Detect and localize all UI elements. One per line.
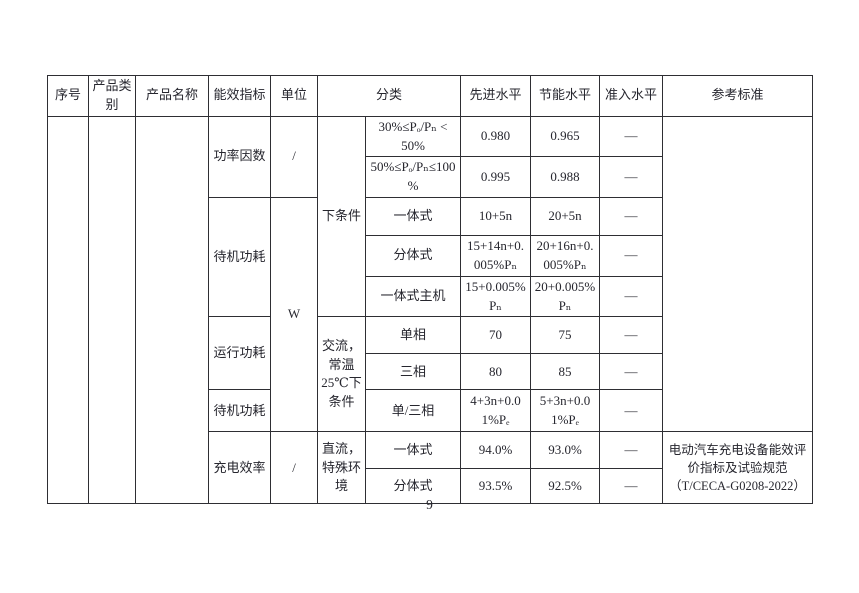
header-saving: 节能水平 [530, 75, 601, 117]
table-row: 充电效率 / 直流，特殊环境 一体式 94.0% 93.0% — 电动汽车充电设… [48, 431, 814, 505]
page-number: 9 [426, 497, 433, 512]
cell-entry: — [599, 468, 664, 505]
cell-classification: 一体式主机 [364, 275, 462, 318]
cell-advanced: 10+5n [460, 197, 532, 237]
cell-entry: — [599, 353, 664, 391]
cell-unit-slash-2: / [270, 431, 318, 505]
table-header-row: 序号 产品类别 产品名称 能效指标 单位 分类 先进水平 节能水平 准入水平 参… [47, 75, 814, 117]
header-seq: 序号 [47, 75, 89, 117]
table-row: 运行功耗 交流，常温25℃下条件 单相 70 75 — [48, 316, 813, 433]
cell-indicator-power-factor: 功率因数 [208, 115, 271, 199]
cell-advanced: 15+0.005%Pₙ [460, 275, 532, 318]
table-row: 待机功耗 W 一体式 10+5n 20+5n — [48, 197, 813, 433]
cell-saving: 20+16n+0.005%Pₙ [530, 235, 601, 277]
table-row: 功率因数 / 下条件 30%≤Pₒ/Pₙ < 50% 0.980 0.965 — [47, 115, 814, 505]
header-indicator: 能效指标 [208, 75, 271, 117]
cell-saving: 93.0% [530, 431, 601, 470]
table-row: 待机功耗 单/三相 4+3n+0.01%Pₑ 5+3n+0.01%Pₑ — [48, 389, 813, 433]
header-name: 产品名称 [135, 75, 209, 117]
cell-saving: 0.965 [530, 115, 601, 158]
cell-saving: 75 [530, 316, 601, 355]
cell-classification: 30%≤Pₒ/Pₙ < 50% [364, 115, 462, 158]
cell-entry: — [599, 275, 664, 318]
cell-entry: — [599, 156, 664, 199]
cell-classification: 单相 [364, 316, 462, 355]
cell-advanced: 4+3n+0.01%Pₑ [460, 389, 532, 433]
cell-classification: 单/三相 [364, 389, 462, 433]
cell-entry: — [599, 431, 664, 470]
header-classification: 分类 [316, 75, 462, 117]
cell-entry: — [599, 197, 664, 237]
table-row: 三相 80 85 — [48, 353, 813, 391]
cell-indicator-standby-power-2: 待机功耗 [208, 389, 271, 433]
cell-category-empty [88, 115, 136, 505]
cell-condition-continued: 下条件 [317, 115, 366, 318]
cell-indicator-standby-power: 待机功耗 [208, 197, 271, 318]
cell-classification: 三相 [364, 353, 462, 391]
cell-advanced: 93.5% [460, 468, 532, 505]
header-entry: 准入水平 [599, 75, 664, 117]
header-advanced: 先进水平 [460, 75, 532, 117]
cell-entry: — [599, 316, 664, 355]
cell-saving: 20+0.005%Pₙ [530, 275, 601, 318]
cell-advanced: 0.980 [460, 115, 532, 158]
cell-advanced: 94.0% [460, 431, 532, 470]
cell-reference-standard: 电动汽车充电设备能效评价指标及试验规范（T/CECA-G0208-2022） [662, 431, 814, 505]
cell-unit-slash: / [270, 115, 318, 199]
cell-advanced: 70 [460, 316, 532, 355]
header-unit: 单位 [270, 75, 318, 117]
table-row: 分体式 93.5% 92.5% — [48, 468, 813, 505]
cell-indicator-operating-power: 运行功耗 [208, 316, 271, 391]
cell-indicator-charging-efficiency: 充电效率 [208, 431, 271, 505]
cell-classification: 50%≤Pₒ/Pₙ≤100% [364, 156, 462, 199]
cell-classification: 分体式 [364, 468, 462, 505]
table-row: 分体式 15+14n+0.005%Pₙ 20+16n+0.005%Pₙ — [48, 235, 813, 277]
cell-saving: 20+5n [530, 197, 601, 237]
cell-entry: — [599, 115, 664, 158]
cell-entry: — [599, 235, 664, 277]
cell-classification: 分体式 [364, 235, 462, 277]
cell-unit-watt: W [270, 197, 318, 433]
cell-seq-empty [47, 115, 89, 505]
cell-entry: — [599, 389, 664, 433]
cell-saving: 92.5% [530, 468, 601, 505]
cell-classification: 一体式 [364, 431, 462, 470]
cell-reference-empty [662, 115, 814, 433]
cell-condition-ac-normal-temp: 交流，常温25℃下条件 [317, 316, 366, 433]
cell-classification: 一体式 [364, 197, 462, 237]
header-category: 产品类别 [88, 75, 136, 117]
cell-advanced: 80 [460, 353, 532, 391]
cell-saving: 5+3n+0.01%Pₑ [530, 389, 601, 433]
cell-name-empty [135, 115, 209, 505]
cell-saving: 0.988 [530, 156, 601, 199]
table-row: 50%≤Pₒ/Pₙ≤100% 0.995 0.988 — [48, 156, 813, 199]
cell-advanced: 0.995 [460, 156, 532, 199]
table-row: 一体式主机 15+0.005%Pₙ 20+0.005%Pₙ — [48, 275, 813, 318]
cell-condition-dc-special: 直流，特殊环境 [317, 431, 366, 505]
cell-saving: 85 [530, 353, 601, 391]
header-reference: 参考标准 [662, 75, 814, 117]
cell-advanced: 15+14n+0.005%Pₙ [460, 235, 532, 277]
energy-efficiency-table: 序号 产品类别 产品名称 能效指标 单位 分类 先进水平 节能水平 准入水平 参… [47, 75, 814, 505]
